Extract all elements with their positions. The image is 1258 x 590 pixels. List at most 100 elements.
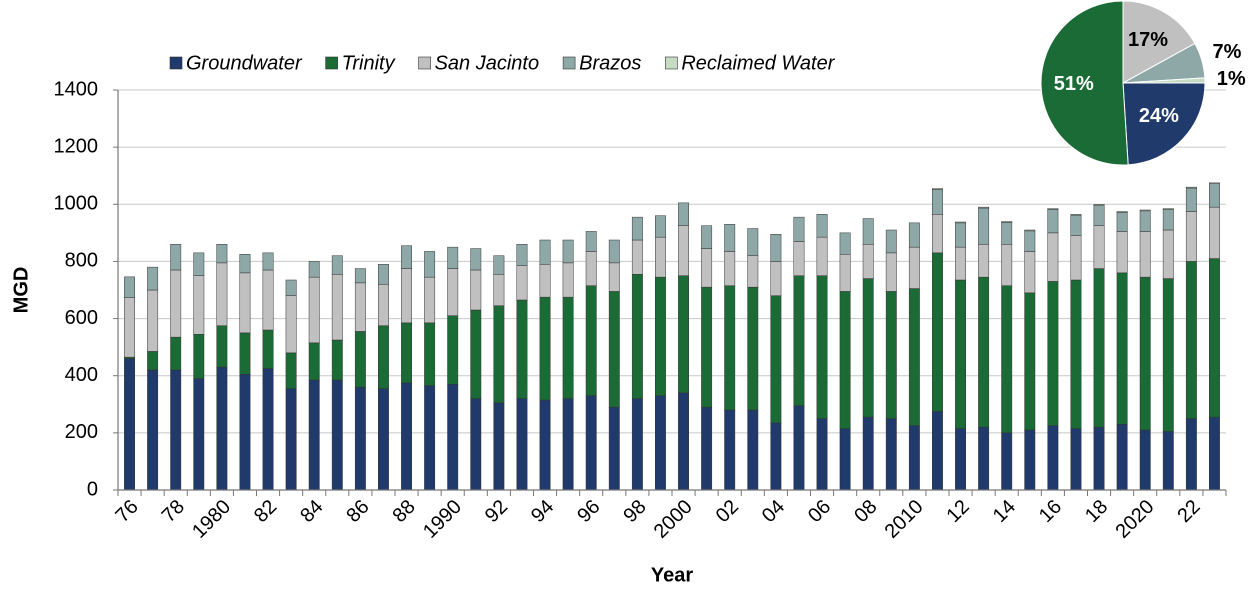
bar-segment <box>193 275 205 335</box>
bar-segment <box>631 216 643 241</box>
bar-segment <box>193 334 205 379</box>
bar-segment <box>354 331 366 388</box>
bar-segment <box>1209 416 1220 491</box>
bar-segment <box>585 231 597 252</box>
bar-segment <box>562 262 574 298</box>
bar-segment <box>401 245 412 269</box>
bar-segment <box>862 416 874 491</box>
bar-segment <box>447 384 459 491</box>
x-tick-label: 88 <box>389 496 420 527</box>
bar-segment <box>1093 426 1105 491</box>
bar-segment <box>539 296 551 401</box>
bar-segment <box>1185 186 1197 189</box>
bar-segment <box>724 285 736 411</box>
bar-segment <box>770 261 782 296</box>
bar-segment <box>655 215 666 238</box>
bar-segment <box>839 428 851 491</box>
bar-segment <box>424 322 436 386</box>
bar-segment <box>239 332 251 375</box>
x-tick-label: 84 <box>296 496 327 527</box>
bar-segment <box>331 255 343 275</box>
pie-label: 51% <box>1054 73 1094 95</box>
bar-segment <box>932 188 943 190</box>
legend-label: Groundwater <box>186 52 303 74</box>
bar-segment <box>516 398 528 491</box>
pie-slice <box>1040 0 1129 166</box>
bar-segment <box>793 275 805 406</box>
bar-segment <box>124 297 135 358</box>
bar-segment <box>1024 251 1036 294</box>
bar-segment <box>908 222 920 248</box>
bar-segment <box>932 214 943 254</box>
bar-segment <box>608 239 620 264</box>
bar-segment <box>493 255 505 275</box>
bar-segment <box>401 268 412 324</box>
bar-segment <box>470 309 482 399</box>
bar-segment <box>655 276 666 396</box>
bar-segment <box>401 382 412 491</box>
bar-segment <box>839 232 851 255</box>
bar-segment <box>1070 214 1082 216</box>
bar-segment <box>216 366 228 491</box>
bar-segment <box>1116 211 1128 213</box>
bar-segment <box>124 276 135 298</box>
bar-segment <box>678 392 689 491</box>
y-axis-title: MGD <box>10 267 32 314</box>
bar-segment <box>1139 231 1151 278</box>
bar-segment <box>655 236 666 278</box>
x-tick-label: 1990 <box>419 496 466 543</box>
x-tick-label: 18 <box>1081 496 1112 527</box>
bar-segment <box>608 291 620 408</box>
x-tick-label: 04 <box>758 496 789 527</box>
bar-segment <box>955 221 966 224</box>
bar-segment <box>631 239 643 275</box>
bar-segment <box>216 244 228 264</box>
bar-segment <box>585 395 597 491</box>
x-tick-label: 96 <box>573 496 604 527</box>
y-tick-label: 400 <box>65 364 98 386</box>
bar-segment <box>978 426 990 491</box>
bar-segment <box>447 268 459 316</box>
bar-segment <box>839 291 851 429</box>
bar-segment <box>1093 204 1105 226</box>
x-tick-label: 02 <box>712 496 743 527</box>
pie-slice <box>1122 82 1206 166</box>
bar-segment <box>216 325 228 368</box>
bar-segment <box>1093 225 1105 269</box>
bar-segment <box>170 244 182 271</box>
bar-segment <box>978 276 990 428</box>
bar-segment <box>378 325 389 389</box>
bar-segment <box>631 398 643 491</box>
bar-segment <box>724 251 736 286</box>
legend-swatch <box>562 56 576 70</box>
bar-segment <box>1116 212 1128 232</box>
bar-segment <box>262 269 274 331</box>
bar-segment <box>308 342 320 381</box>
bar-segment <box>354 282 366 332</box>
bar-segment <box>1162 208 1174 210</box>
bar-segment <box>331 339 343 381</box>
bar-segment <box>955 428 966 491</box>
x-tick-label: 2000 <box>650 496 697 543</box>
x-tick-label: 78 <box>158 496 189 527</box>
bar-segment <box>262 252 274 271</box>
bar-segment <box>955 246 966 281</box>
y-tick-label: 600 <box>65 307 98 329</box>
y-tick-label: 1400 <box>54 78 99 100</box>
bar-segment <box>1047 208 1059 210</box>
x-tick-label: 14 <box>989 496 1020 527</box>
x-tick-label: 12 <box>943 496 974 527</box>
x-tick-label: 86 <box>342 496 373 527</box>
bar-segment <box>885 291 897 419</box>
bar-segment <box>793 216 805 242</box>
bar-segment <box>239 254 251 274</box>
legend-label: Trinity <box>342 52 396 74</box>
legend-swatch <box>169 56 183 70</box>
bar-segment <box>493 274 505 306</box>
bar-segment <box>562 239 574 264</box>
x-tick-label: 92 <box>481 496 512 527</box>
bar-segment <box>1047 209 1059 234</box>
bar-segment <box>562 398 574 491</box>
bar-segment <box>1209 258 1220 418</box>
bar-segment <box>955 222 966 248</box>
